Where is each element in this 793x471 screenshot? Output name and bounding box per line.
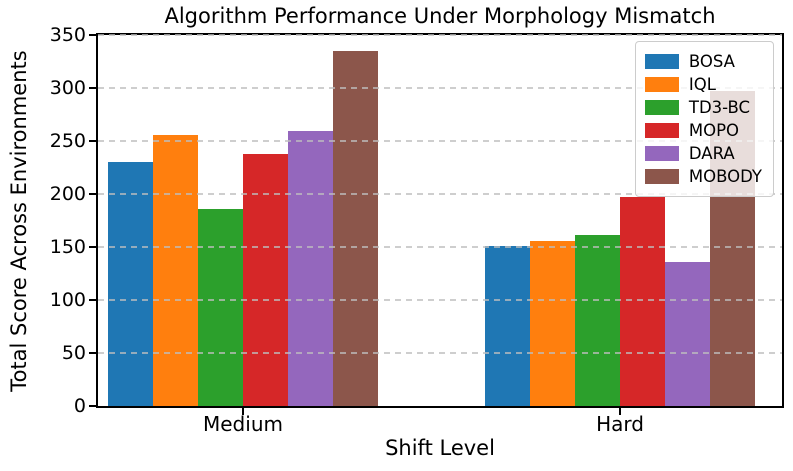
x-tick-label-hard: Hard xyxy=(596,412,644,436)
bar-mopo-hard xyxy=(620,197,665,406)
bar-td3-bc-medium xyxy=(198,209,243,406)
legend-swatch-mobody xyxy=(644,169,679,184)
legend-swatch-dara xyxy=(644,146,679,161)
legend-item-mopo: MOPO xyxy=(644,119,762,142)
y-tick-label-250: 250 xyxy=(49,130,86,152)
bar-td3-bc-hard xyxy=(575,235,620,406)
y-tick-mark-350 xyxy=(89,34,96,36)
gridline-350 xyxy=(98,34,782,36)
legend-label-mobody: MOBODY xyxy=(688,166,762,186)
y-tick-label-350: 350 xyxy=(49,24,86,46)
y-tick-label-50: 50 xyxy=(61,342,86,364)
x-axis-label: Shift Level xyxy=(385,436,495,460)
legend-swatch-bosa xyxy=(644,54,679,69)
x-tick-label-medium: Medium xyxy=(203,412,283,436)
legend-label-mopo: MOPO xyxy=(688,120,740,140)
y-tick-mark-300 xyxy=(89,87,96,89)
legend-item-bosa: BOSA xyxy=(644,50,762,73)
x-tick-mark-hard xyxy=(619,408,621,415)
legend-item-td3-bc: TD3-BC xyxy=(644,96,762,119)
y-tick-mark-100 xyxy=(89,299,96,301)
legend: BOSA IQL TD3-BC MOPO DARA MOBODY xyxy=(634,41,774,197)
y-tick-label-300: 300 xyxy=(49,77,86,99)
legend-label-bosa: BOSA xyxy=(688,51,735,71)
legend-swatch-mopo xyxy=(644,123,679,138)
bar-iql-medium xyxy=(153,135,198,406)
legend-item-mobody: MOBODY xyxy=(644,165,762,188)
legend-swatch-iql xyxy=(644,77,679,92)
bar-bosa-hard xyxy=(485,246,530,406)
bar-dara-medium xyxy=(288,131,333,406)
y-tick-mark-200 xyxy=(89,193,96,195)
x-tick-mark-medium xyxy=(242,408,244,415)
y-tick-mark-250 xyxy=(89,140,96,142)
bar-bosa-medium xyxy=(108,162,153,406)
y-tick-mark-0 xyxy=(89,405,96,407)
y-tick-label-200: 200 xyxy=(49,183,86,205)
legend-item-dara: DARA xyxy=(644,142,762,165)
chart-title: Algorithm Performance Under Morphology M… xyxy=(164,4,716,28)
bar-mobody-medium xyxy=(333,51,378,406)
y-tick-label-150: 150 xyxy=(49,236,86,258)
legend-label-dara: DARA xyxy=(688,143,735,163)
y-tick-mark-150 xyxy=(89,246,96,248)
y-tick-label-0: 0 xyxy=(73,395,86,417)
legend-item-iql: IQL xyxy=(644,73,762,96)
legend-swatch-td3-bc xyxy=(644,100,679,115)
bar-mopo-medium xyxy=(243,154,288,406)
legend-label-td3-bc: TD3-BC xyxy=(688,97,751,117)
y-tick-mark-50 xyxy=(89,352,96,354)
plot-area: BOSA IQL TD3-BC MOPO DARA MOBODY xyxy=(96,33,784,408)
y-tick-label-100: 100 xyxy=(49,289,86,311)
legend-label-iql: IQL xyxy=(688,74,716,94)
bar-dara-hard xyxy=(665,262,710,406)
bar-iql-hard xyxy=(530,241,575,406)
